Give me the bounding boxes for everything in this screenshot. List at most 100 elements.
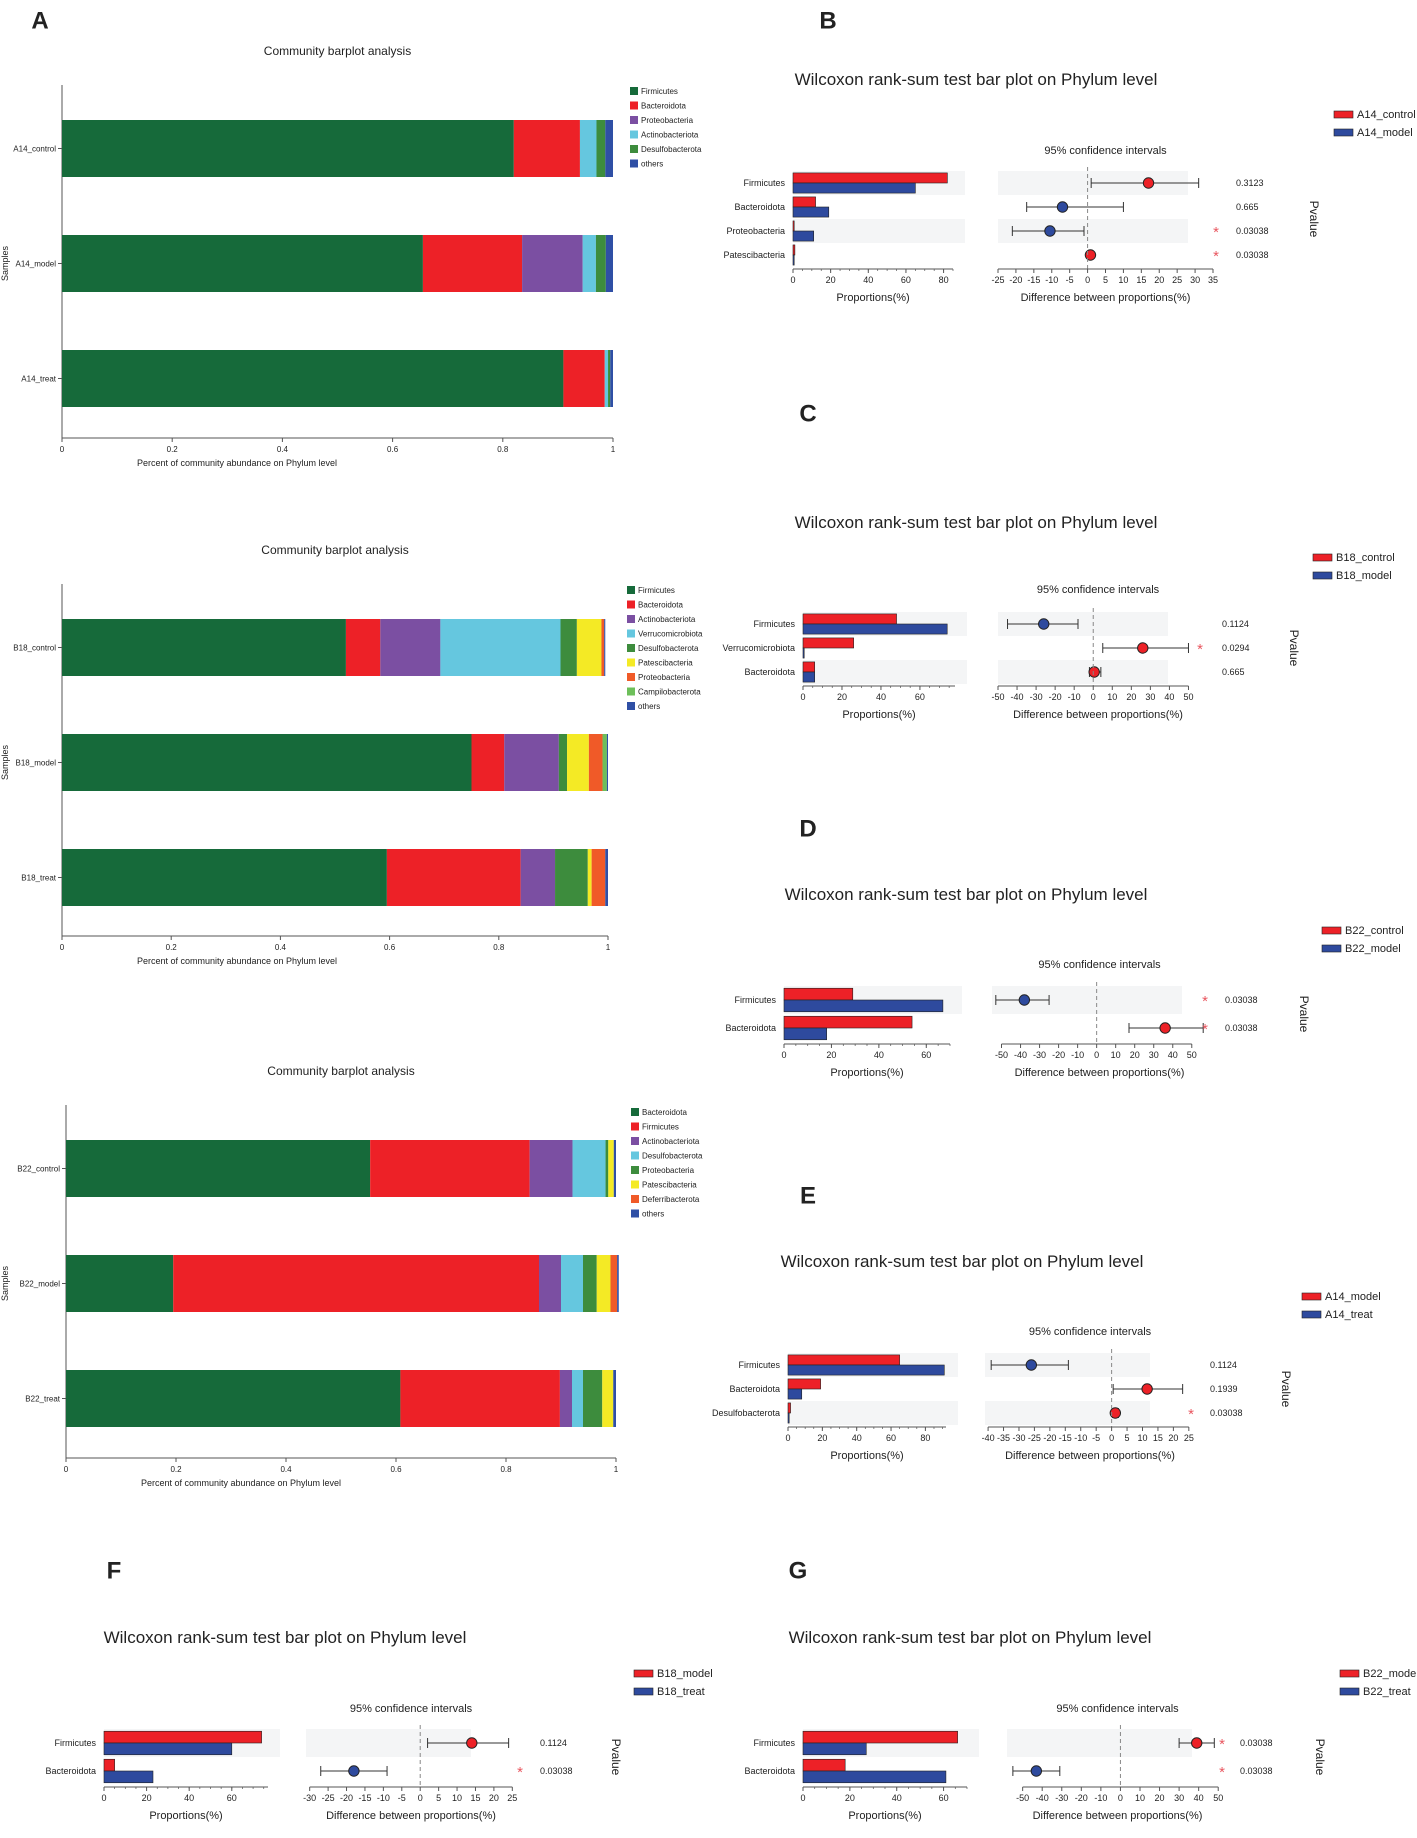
comm-e-legend-swatch [631, 1180, 639, 1189]
wilcox-b-pvalue: 0.665 [1236, 202, 1259, 212]
comm-c-bar-segment [386, 849, 521, 906]
comm-e-bar-segment [608, 1140, 614, 1197]
comm-e-legend-label: Actinobacteriota [642, 1137, 700, 1146]
wilcox-g-prop-bar [802, 1742, 867, 1756]
wilcox-g-legend-swatch [1339, 1669, 1360, 1678]
comm-e-sample-label: B22_model [20, 1280, 61, 1289]
wilcox-g-prop-tick-label: 60 [939, 1793, 949, 1803]
wilcox-g-prop-tick-label: 0 [800, 1793, 805, 1803]
wilcox-f-diff-tick-label: -15 [358, 1793, 371, 1803]
wilcox-e-diff-point [1025, 1359, 1038, 1371]
wilcox-d-legend-label: B22_control [1345, 925, 1404, 937]
wilcox-c-diff-tick-label: 50 [1183, 692, 1193, 702]
comm-a-bar-segment [604, 350, 609, 407]
wilcox-c-row-shade [803, 660, 967, 684]
wilcox-b-category-label: Patescibacteria [723, 250, 785, 260]
wilcox-g-diff-tick-label: 30 [1174, 1793, 1184, 1803]
wilcox-c-diff-point [1088, 666, 1100, 678]
wilcox-b-row-shade [793, 219, 965, 243]
wilcox-f-diff-tick-label: 0 [418, 1793, 423, 1803]
wilcox-g-pvalue-label: Pvalue [1313, 1739, 1327, 1776]
wilcox-c-diff-point [1038, 618, 1050, 630]
wilcox-b-legend-label: A14_model [1357, 127, 1413, 139]
wilcox-c-prop-tick-label: 20 [837, 692, 847, 702]
wilcox-c-title: Wilcoxon rank-sum test bar plot on Phylu… [795, 513, 1158, 532]
panel-letter-c: C [799, 400, 816, 427]
comm-a-legend-swatch [630, 159, 638, 168]
comm-e-legend-label: others [642, 1210, 664, 1219]
wilcox-f-diff-tick-label: 25 [507, 1793, 517, 1803]
comm-a-bar-segment [610, 350, 613, 407]
comm-a-legend-label: Bacteroidota [641, 102, 686, 111]
wilcox-f-diff-tick-label: 5 [436, 1793, 441, 1803]
wilcox-f-ci-title: 95% confidence intervals [350, 1703, 473, 1715]
wilcox-f-significance-star: * [517, 1764, 523, 1781]
comm-a-legend-label: Firmicutes [641, 87, 678, 96]
comm-c-legend-swatch [627, 629, 635, 638]
wilcox-e-prop-bar [787, 1388, 803, 1400]
wilcox-e-ci-title: 95% confidence intervals [1029, 1326, 1152, 1338]
comm-c-legend-label: Firmicutes [638, 586, 675, 595]
comm-a-legend-swatch [630, 101, 638, 110]
comm-e-title: Community barplot analysis [267, 1064, 414, 1078]
comm-e-bar-segment [617, 1255, 619, 1312]
wilcox-e-prop-tick-label: 20 [817, 1433, 827, 1443]
wilcox-g-diff-tick-label: -20 [1075, 1793, 1088, 1803]
wilcox-d-pvalue-label: Pvalue [1297, 996, 1311, 1033]
comm-a-legend-swatch [630, 145, 638, 153]
wilcox-b-pvalue: 0.03038 [1236, 226, 1269, 236]
wilcox-b-category-label: Firmicutes [743, 178, 785, 188]
wilcox-b-diff-tick-label: 0 [1085, 275, 1090, 285]
wilcox-e-diff-tick-label: -5 [1092, 1433, 1100, 1443]
wilcox-e-diff-tick-label: 5 [1125, 1433, 1130, 1443]
wilcox-e-legend-swatch [1301, 1292, 1322, 1301]
wilcox-b-prop-bar [792, 182, 916, 194]
wilcox-g-prop-xlabel: Proportions(%) [848, 1810, 921, 1822]
wilcox-d-diff-tick-label: -50 [995, 1050, 1008, 1060]
wilcox-b-diff-point [1142, 177, 1155, 189]
comm-c-bar-segment [602, 734, 607, 791]
comm-c-bar-segment [504, 734, 559, 791]
comm-c-sample-label: B18_control [13, 644, 56, 653]
wilcox-f-prop-bar [103, 1758, 115, 1772]
wilcox-d-prop-bar [783, 999, 944, 1013]
panel-letter-f: F [107, 1557, 122, 1584]
wilcox-b-diff-tick-label: -20 [1009, 275, 1022, 285]
wilcox-d-diff-tick-label: -10 [1071, 1050, 1084, 1060]
wilcox-b-diff-point [1056, 201, 1069, 213]
wilcox-g-diff-tick-label: -30 [1055, 1793, 1068, 1803]
wilcox-c-legend-swatch [1312, 553, 1333, 562]
wilcox-f-prop-tick-label: 20 [142, 1793, 152, 1803]
comm-c-legend-label: Actinobacteriota [638, 615, 696, 624]
wilcox-e-diff-tick-label: 0 [1109, 1433, 1114, 1443]
wilcox-d-significance-star: * [1202, 1021, 1208, 1038]
comm-c-bar-segment [588, 734, 603, 791]
wilcox-e-prop-bar [787, 1402, 791, 1414]
wilcox-b-diff-tick-label: 15 [1136, 275, 1146, 285]
wilcox-g-prop-bar [802, 1730, 958, 1744]
wilcox-c-diff-tick-label: 40 [1164, 692, 1174, 702]
comm-e-bar-segment [173, 1255, 539, 1312]
wilcox-b-prop-bar [792, 172, 948, 184]
comm-a-bar-segment [513, 120, 580, 177]
comm-c-bar-segment [471, 734, 505, 791]
comm-e-x-tick-label: 0 [64, 1465, 69, 1474]
wilcox-e-category-label: Firmicutes [738, 1360, 780, 1370]
comm-c-legend-label: others [638, 702, 660, 711]
comm-a-legend-swatch [630, 130, 638, 139]
wilcox-e-diff-tick-label: -10 [1074, 1433, 1087, 1443]
comm-e-legend-label: Proteobacteria [642, 1166, 695, 1175]
wilcox-e-category-label: Bacteroidota [729, 1384, 780, 1394]
wilcox-c-prop-xlabel: Proportions(%) [842, 709, 915, 721]
comm-a-bar-segment [596, 120, 606, 177]
panel-letter-a: A [31, 7, 48, 34]
comm-a-legend-swatch [630, 116, 638, 124]
wilcox-d-diff-tick-label: 40 [1168, 1050, 1178, 1060]
comm-a-x-tick-label: 0 [60, 445, 65, 454]
comm-c-legend-swatch [627, 702, 635, 710]
comm-e-ylabel: Samples [0, 1265, 10, 1301]
comm-e-xlabel: Percent of community abundance on Phylum… [141, 1478, 341, 1488]
wilcox-f-diff-tick-label: -10 [377, 1793, 390, 1803]
comm-e-legend-swatch [631, 1195, 639, 1203]
comm-a-bar-segment [563, 350, 605, 407]
